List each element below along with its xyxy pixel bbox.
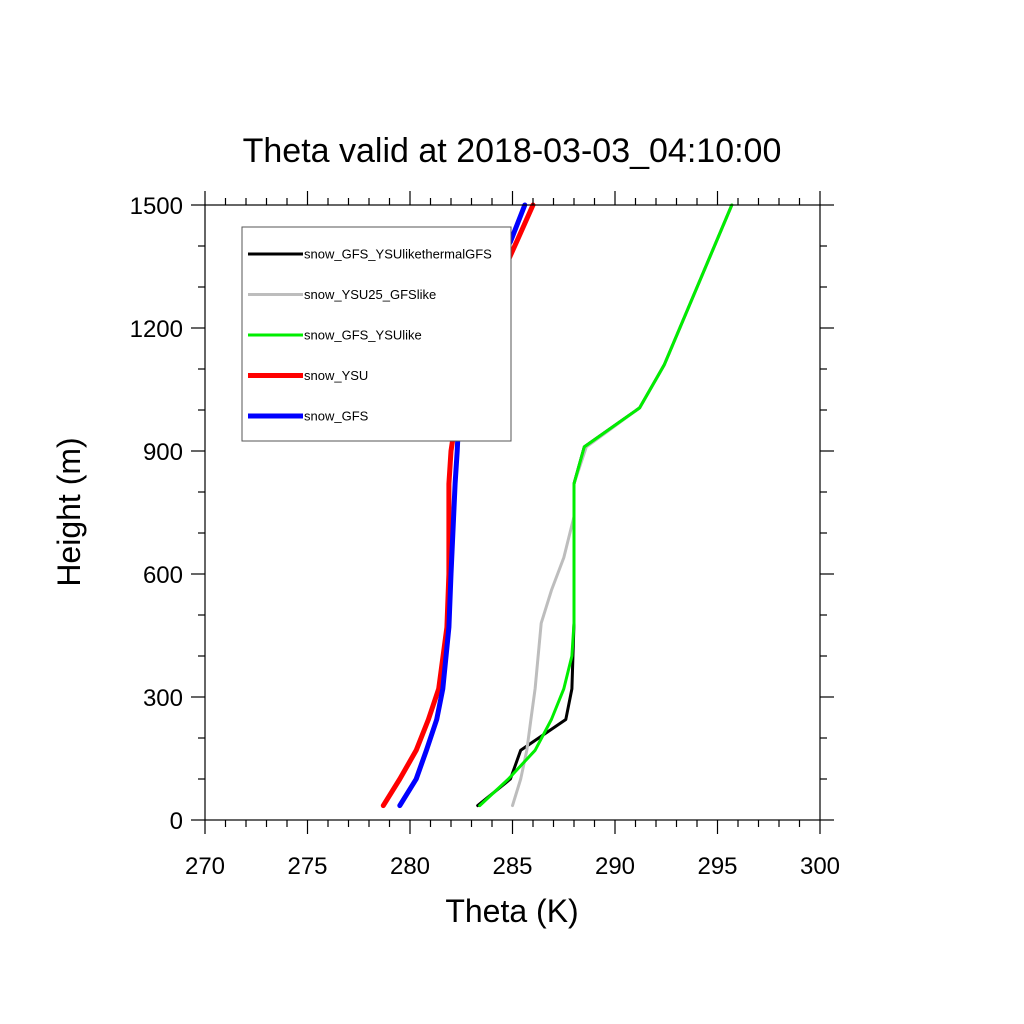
chart-title: Theta valid at 2018-03-03_04:10:00 — [243, 132, 782, 170]
legend-label-2: snow_GFS_YSUlike — [304, 328, 422, 343]
legend-label-0: snow_GFS_YSUlikethermalGFS — [304, 247, 492, 262]
y-tick-label: 600 — [143, 562, 183, 589]
legend-label-4: snow_GFS — [304, 409, 369, 424]
x-tick-label: 285 — [492, 853, 532, 880]
x-tick-label: 280 — [390, 853, 430, 880]
y-tick-label: 1500 — [130, 193, 183, 220]
y-tick-label: 300 — [143, 685, 183, 712]
y-tick-label: 0 — [170, 808, 183, 835]
x-tick-label: 270 — [185, 853, 225, 880]
series-line-1 — [511, 203, 734, 808]
x-tick-label: 295 — [697, 853, 737, 880]
ticks-layer: 270 275 280 285 290 295 300 0 300 600 900 1200 1500 — [130, 191, 840, 880]
legend-label-1: snow_YSU25_GFSlike — [304, 287, 436, 302]
x-tick-label: 275 — [287, 853, 327, 880]
y-tick-label: 1200 — [130, 316, 183, 343]
series-line-2 — [478, 203, 734, 808]
y-axis-label: Height (m) — [51, 437, 87, 586]
legend: snow_GFS_YSUlikethermalGFS snow_YSU25_GFS… — [241, 226, 512, 442]
x-tick-label: 300 — [800, 853, 840, 880]
y-tick-label: 900 — [143, 439, 183, 466]
x-axis-label: Theta (K) — [445, 893, 578, 929]
legend-label-3: snow_YSU — [304, 368, 368, 383]
x-tick-label: 290 — [595, 853, 635, 880]
